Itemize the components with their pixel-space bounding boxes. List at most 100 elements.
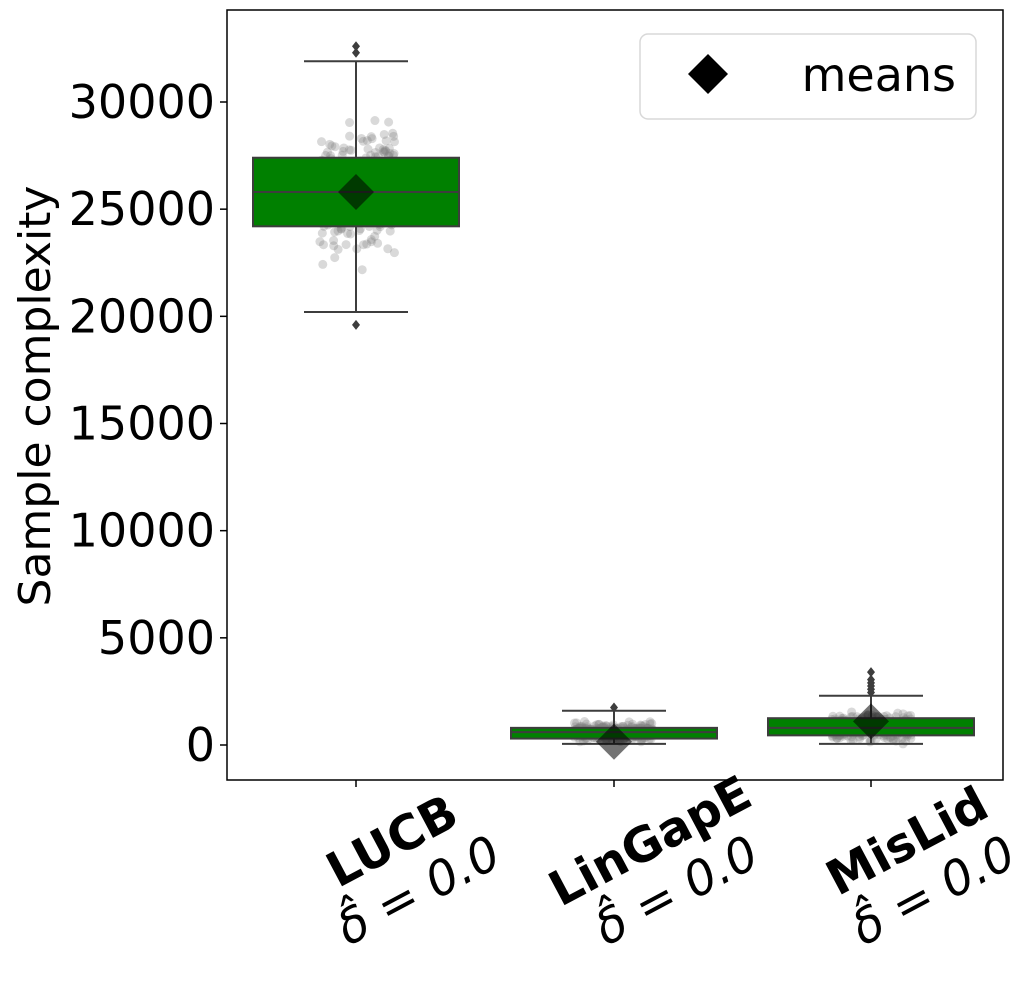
plot-frame xyxy=(226,9,1004,781)
data-point-lucb xyxy=(343,228,353,238)
box-layer xyxy=(252,41,975,760)
data-point-lucb xyxy=(370,147,380,157)
data-point-lucb xyxy=(362,136,372,146)
data-point-lucb xyxy=(379,129,389,139)
outlier-lucb xyxy=(352,41,360,52)
data-point-lingape xyxy=(624,717,634,727)
mean-marker-lucb xyxy=(338,174,374,211)
data-point-lucb xyxy=(345,118,355,128)
data-point-lucb xyxy=(366,132,376,142)
data-point-mislid xyxy=(855,734,865,744)
data-point-lucb xyxy=(389,131,399,141)
mean-marker-mislid xyxy=(853,703,889,740)
data-point-lucb xyxy=(346,145,356,155)
data-point-lucb xyxy=(385,148,395,158)
axis-layer: 0 5000 10000 15000 20000 25000 30000 xyxy=(69,9,1004,787)
legend-label: means xyxy=(802,48,956,102)
data-point-lucb xyxy=(341,240,351,250)
outlier-mislid xyxy=(867,667,875,678)
y-axis-title: Sample complexity xyxy=(10,186,61,607)
data-point-lucb xyxy=(366,237,376,247)
data-point-mislid xyxy=(888,735,898,745)
data-point-lucb xyxy=(389,137,399,147)
data-point-lucb xyxy=(333,244,343,254)
data-point-lucb xyxy=(384,117,394,127)
y-tick-label: 25000 xyxy=(69,182,215,236)
data-point-lucb xyxy=(338,146,348,156)
data-point-lucb xyxy=(370,116,380,126)
data-point-mislid xyxy=(898,709,908,719)
data-point-lucb xyxy=(388,128,398,138)
data-point-lucb xyxy=(379,147,389,157)
data-point-lucb xyxy=(370,231,380,241)
data-point-lucb xyxy=(358,136,368,146)
y-tick-label: 10000 xyxy=(69,504,215,558)
data-point-lucb xyxy=(327,141,337,151)
data-point-lucb xyxy=(322,147,332,157)
data-point-lucb xyxy=(389,149,399,159)
data-point-lucb xyxy=(354,226,364,236)
data-point-lingape xyxy=(580,717,590,727)
data-point-lingape xyxy=(647,718,657,728)
legend: means xyxy=(639,33,977,120)
y-tick-label: 15000 xyxy=(69,397,215,451)
data-point-lucb xyxy=(318,240,328,250)
data-point-lingape xyxy=(581,719,591,729)
data-point-lingape xyxy=(640,720,650,730)
data-point-mislid xyxy=(888,735,898,745)
data-point-lucb xyxy=(379,147,389,157)
legend-diamond-icon xyxy=(688,54,728,94)
y-tick-label: 0 xyxy=(186,718,215,772)
data-point-lucb xyxy=(384,143,394,153)
data-point-lucb xyxy=(339,143,349,153)
y-tick-label: 30000 xyxy=(69,75,215,129)
data-point-lucb xyxy=(378,145,388,155)
data-point-lucb xyxy=(385,226,395,236)
data-point-lucb xyxy=(367,134,377,144)
data-point-lucb xyxy=(357,265,367,275)
data-point-mislid xyxy=(897,734,907,744)
data-point-lucb xyxy=(329,241,339,251)
data-point-lingape xyxy=(572,718,582,728)
data-point-lucb xyxy=(345,131,355,141)
data-point-lucb xyxy=(381,146,391,156)
data-point-lucb xyxy=(375,143,385,153)
data-point-mislid xyxy=(847,707,857,717)
outlier-mislid xyxy=(867,674,875,685)
data-point-mislid xyxy=(848,735,858,745)
data-point-lucb xyxy=(329,236,339,246)
data-point-lucb xyxy=(325,139,335,149)
data-point-lucb xyxy=(330,142,340,152)
outlier-lucb xyxy=(352,319,360,330)
mean-marker-lingape xyxy=(596,723,632,760)
data-point-lucb xyxy=(389,248,399,258)
data-point-lucb xyxy=(315,237,325,247)
data-point-lucb xyxy=(333,226,343,236)
data-point-lingape xyxy=(627,719,637,729)
data-point-lingape xyxy=(594,719,604,729)
data-point-lucb xyxy=(372,225,382,235)
legend-frame xyxy=(639,33,977,120)
y-tick-label: 20000 xyxy=(69,289,215,343)
data-point-lucb xyxy=(373,238,383,248)
outlier-lingape xyxy=(610,702,618,713)
data-point-lucb xyxy=(356,133,366,143)
y-tick-label: 5000 xyxy=(98,611,215,665)
data-point-lingape xyxy=(570,718,580,728)
data-point-lucb xyxy=(317,228,327,238)
data-point-lucb xyxy=(380,145,390,155)
data-point-lucb xyxy=(344,145,354,155)
data-point-lingape xyxy=(645,717,655,727)
data-point-lingape xyxy=(645,719,655,729)
data-point-mislid xyxy=(893,708,903,718)
data-point-lucb xyxy=(383,244,393,254)
data-point-lucb xyxy=(330,227,340,237)
data-point-lucb xyxy=(381,136,391,146)
data-point-lucb xyxy=(362,239,372,249)
data-point-lucb xyxy=(330,253,340,263)
